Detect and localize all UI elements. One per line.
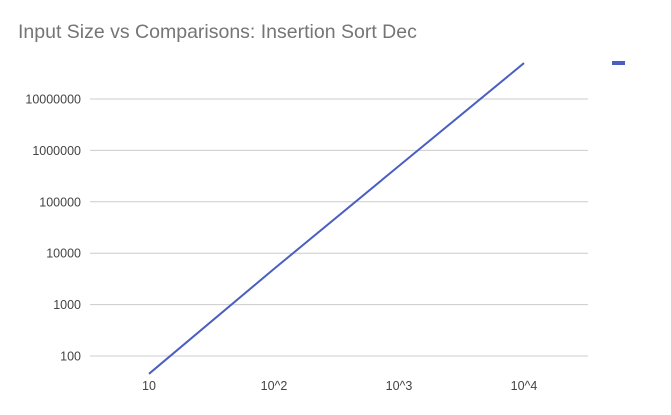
- x-tick-label: 10^3: [386, 379, 413, 393]
- y-axis-ticks: 100 1000 10000 100000 1000000 10000000: [25, 93, 81, 364]
- legend: [612, 61, 625, 65]
- x-axis-ticks: 10 10^2 10^3 10^4: [142, 379, 537, 393]
- x-tick-label: 10: [142, 379, 156, 393]
- y-tick-label: 10000000: [25, 93, 81, 107]
- y-tick-label: 1000: [53, 298, 81, 312]
- x-tick-label: 10^2: [261, 379, 288, 393]
- y-tick-label: 1000000: [32, 144, 81, 158]
- y-tick-label: 100: [60, 350, 81, 364]
- grid: [90, 98, 588, 357]
- series-layer: [148, 62, 525, 375]
- y-tick-label: 10000: [46, 247, 81, 261]
- x-tick-label: 10^4: [511, 379, 538, 393]
- chart-title: Input Size vs Comparisons: Insertion Sor…: [18, 21, 417, 43]
- y-tick-label: 100000: [39, 195, 81, 209]
- series-line: [148, 62, 525, 375]
- legend-swatch: [612, 61, 625, 65]
